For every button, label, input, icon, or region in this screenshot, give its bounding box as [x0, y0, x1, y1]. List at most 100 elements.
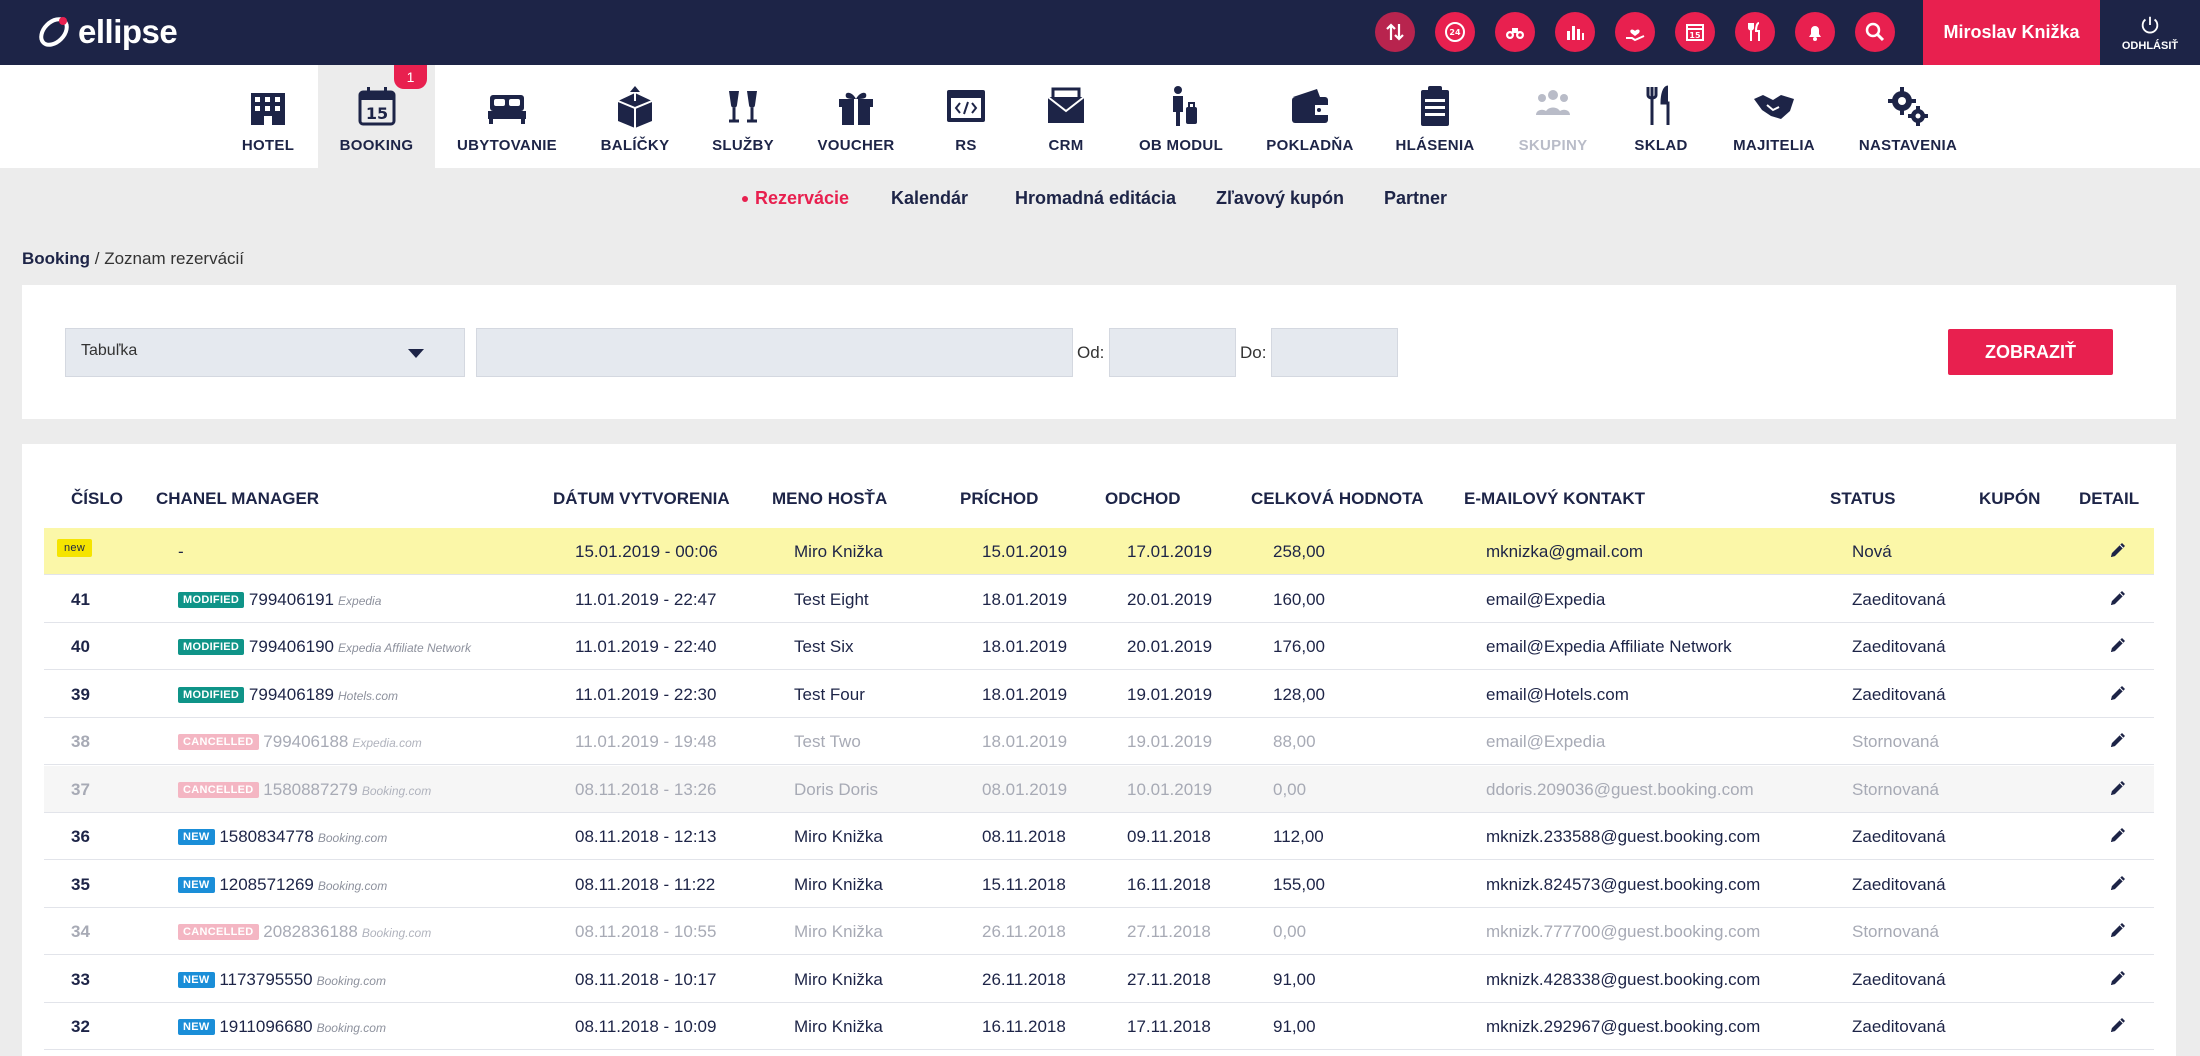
- cell-status: Zaeditovaná: [1852, 969, 1946, 989]
- table-row[interactable]: 40 MODIFIED 799406190 Expedia Affiliate N…: [44, 623, 2154, 670]
- cell-email[interactable]: mknizk.233588@guest.booking.com: [1486, 827, 1761, 846]
- col-header-meno[interactable]: MENO HOSŤA: [772, 489, 888, 508]
- cell-email[interactable]: ddoris.209036@guest.booking.com: [1486, 779, 1754, 799]
- cell-email[interactable]: mknizk.777700@guest.booking.com: [1486, 922, 1761, 941]
- nav-item-nastavenia[interactable]: NASTAVENIA: [1859, 65, 1957, 168]
- pencil-edit-icon[interactable]: [2108, 778, 2128, 798]
- col-header-cislo[interactable]: ČÍSLO: [71, 489, 123, 508]
- col-header-chanel-manager[interactable]: CHANEL MANAGER: [156, 489, 320, 508]
- nav-item-sklad[interactable]: SKLAD: [1634, 65, 1687, 168]
- nav-item-hotel[interactable]: HOTEL: [236, 65, 300, 168]
- nav-item-majitelia[interactable]: MAJITELIA: [1733, 65, 1815, 168]
- cell-hodnota: 112,00: [1273, 827, 1324, 846]
- pencil-edit-icon[interactable]: [2108, 968, 2128, 988]
- tab-partner[interactable]: Partner: [1384, 188, 1448, 208]
- to-date-input[interactable]: [1271, 328, 1398, 377]
- fork-knife-icon[interactable]: [1735, 12, 1775, 52]
- table-row[interactable]: 35 NEW 1208571269 Booking.com 08.11.2018 …: [44, 861, 2154, 908]
- sub-nav: Rezervácie Kalendár Hromadná editácia Zľ…: [0, 188, 2200, 212]
- col-header-odchod[interactable]: ODCHOD: [1105, 489, 1181, 508]
- tab-hromadna-editacia[interactable]: Hromadná editácia: [1015, 188, 1177, 208]
- hand-heart-icon[interactable]: [1615, 12, 1655, 52]
- cell-datum: 11.01.2019 - 19:48: [575, 732, 717, 751]
- table-row[interactable]: 39 MODIFIED 799406189 Hotels.com 11.01.20…: [44, 671, 2154, 718]
- cell-email[interactable]: email@Expedia: [1486, 732, 1606, 751]
- tab-zlavovy-kupon[interactable]: Zľavový kupón: [1216, 188, 1344, 208]
- nav-item-voucher[interactable]: VOUCHER: [817, 65, 894, 168]
- cell-prichod: 26.11.2018: [982, 922, 1066, 941]
- nav-item-sluzby[interactable]: SLUŽBY: [712, 65, 774, 168]
- nav-item-rs[interactable]: RS: [943, 65, 989, 168]
- breadcrumb-root[interactable]: Booking: [22, 249, 90, 268]
- pencil-edit-icon[interactable]: [2108, 730, 2128, 750]
- binoculars-icon[interactable]: [1495, 12, 1535, 52]
- reservations-table: ČÍSLO CHANEL MANAGER DÁTUM VYTVORENIA ME…: [22, 444, 2176, 1056]
- pencil-edit-icon[interactable]: [2108, 825, 2128, 845]
- col-header-prichod[interactable]: PRÍCHOD: [960, 489, 1039, 508]
- cell-email[interactable]: mknizka@gmail.com: [1486, 542, 1644, 561]
- pencil-edit-icon[interactable]: [2108, 920, 2128, 940]
- gift-icon: [839, 92, 873, 125]
- nav-item-ubytovanie[interactable]: UBYTOVANIE: [457, 65, 557, 168]
- top-bar: ellipse 24 15 Miroslav Knižka: [0, 0, 2200, 65]
- nav-item-balicky[interactable]: BALÍČKY: [600, 65, 670, 168]
- col-header-status[interactable]: STATUS: [1830, 489, 1896, 508]
- table-row[interactable]: 33 NEW 1173795550 Booking.com 08.11.2018 …: [44, 956, 2154, 1003]
- user-menu-button[interactable]: Miroslav Knižka: [1923, 0, 2100, 65]
- table-row[interactable]: 37 CANCELLED 1580887279 Booking.com 08.11…: [44, 765, 2154, 813]
- nav-item-hlasenia[interactable]: HLÁSENIA: [1395, 65, 1474, 168]
- nav-item-pokladna[interactable]: POKLADŇA: [1266, 65, 1353, 168]
- nav-item-booking[interactable]: 15 BOOKING 1: [318, 65, 435, 168]
- pencil-edit-icon[interactable]: [2108, 873, 2128, 893]
- table-row[interactable]: 38 CANCELLED 799406188 Expedia.com 11.01.…: [44, 718, 2154, 765]
- table-row[interactable]: 32 NEW 1911096680 Booking.com 08.11.2018 …: [44, 1003, 2154, 1050]
- cell-meno: Miro Knižka: [794, 922, 883, 941]
- pencil-edit-icon[interactable]: [2108, 635, 2128, 655]
- cell-chanel-manager: NEW 1173795550 Booking.com: [178, 970, 386, 990]
- arrows-updown-icon[interactable]: [1375, 12, 1415, 52]
- cell-email[interactable]: mknizk.292967@guest.booking.com: [1486, 1017, 1761, 1036]
- pencil-edit-icon[interactable]: [2108, 588, 2128, 608]
- ellipse-logo[interactable]: ellipse: [34, 12, 178, 52]
- cell-email[interactable]: email@Expedia Affiliate Network: [1486, 637, 1732, 656]
- status-tag: NEW: [178, 971, 215, 988]
- bar-chart-icon[interactable]: [1555, 12, 1595, 52]
- search-input[interactable]: [476, 328, 1073, 377]
- cell-email[interactable]: mknizk.428338@guest.booking.com: [1486, 969, 1761, 989]
- tab-rezervacie[interactable]: Rezervácie: [755, 188, 850, 208]
- cell-email[interactable]: email@Expedia: [1486, 589, 1606, 609]
- pencil-edit-icon[interactable]: [2108, 540, 2128, 560]
- nav-label: CRM: [1048, 137, 1084, 154]
- bell-icon[interactable]: [1795, 12, 1835, 52]
- cm-id: 799406190: [248, 637, 335, 656]
- col-header-detail[interactable]: DETAIL: [2079, 489, 2140, 508]
- col-header-email[interactable]: E-MAILOVÝ KONTAKT: [1464, 489, 1646, 508]
- calendar-icon[interactable]: 15: [1675, 12, 1715, 52]
- logout-button[interactable]: ODHLÁSIŤ: [2100, 0, 2200, 65]
- 24h-clock-icon[interactable]: 24: [1435, 12, 1475, 52]
- col-header-kupon[interactable]: KUPÓN: [1979, 489, 2041, 508]
- view-select[interactable]: Tabuľka: [65, 328, 465, 377]
- nav-item-crm[interactable]: CRM: [1042, 65, 1090, 168]
- search-icon[interactable]: [1855, 12, 1895, 52]
- nav-item-ob-modul[interactable]: OB MODUL: [1137, 65, 1225, 168]
- cm-id: 1580887279: [263, 779, 358, 799]
- cell-email[interactable]: email@Hotels.com: [1486, 684, 1629, 704]
- cell-datum: 08.11.2018 - 10:55: [575, 922, 717, 941]
- tab-kalendar[interactable]: Kalendár: [891, 188, 969, 208]
- cell-datum: 08.11.2018 - 10:09: [575, 1017, 717, 1036]
- col-header-hodnota[interactable]: CELKOVÁ HODNOTA: [1251, 489, 1424, 508]
- from-date-input[interactable]: [1109, 328, 1236, 377]
- pencil-edit-icon[interactable]: [2108, 683, 2128, 703]
- cell-email[interactable]: mknizk.824573@guest.booking.com: [1486, 874, 1761, 894]
- col-header-datum[interactable]: DÁTUM VYTVORENIA: [553, 489, 730, 508]
- table-row[interactable]: new - 15.01.2019 - 00:06 Miro Knižka 15.…: [44, 528, 2154, 575]
- table-row[interactable]: 34 CANCELLED 2082836188 Booking.com 08.11…: [44, 908, 2154, 955]
- table-row[interactable]: 41 MODIFIED 799406191 Expedia 11.01.2019 …: [44, 576, 2154, 623]
- show-button[interactable]: ZOBRAZIŤ: [1948, 329, 2113, 375]
- calendar-icon: 15: [358, 87, 395, 126]
- nav-label: BALÍČKY: [600, 137, 670, 154]
- pencil-edit-icon[interactable]: [2108, 1015, 2128, 1035]
- cell-hodnota: 128,00: [1273, 684, 1325, 704]
- table-row[interactable]: 36 NEW 1580834778 Booking.com 08.11.2018 …: [44, 813, 2154, 860]
